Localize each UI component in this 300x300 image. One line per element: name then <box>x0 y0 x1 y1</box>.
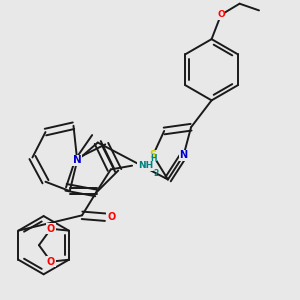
Text: 2: 2 <box>153 169 158 178</box>
Text: H: H <box>151 154 157 163</box>
Text: S: S <box>149 150 157 160</box>
Text: O: O <box>217 11 225 20</box>
Text: O: O <box>107 212 115 222</box>
Text: O: O <box>47 224 55 234</box>
Text: N: N <box>179 150 188 160</box>
Text: N: N <box>73 155 82 166</box>
Text: NH: NH <box>138 161 153 170</box>
Text: O: O <box>47 256 55 267</box>
